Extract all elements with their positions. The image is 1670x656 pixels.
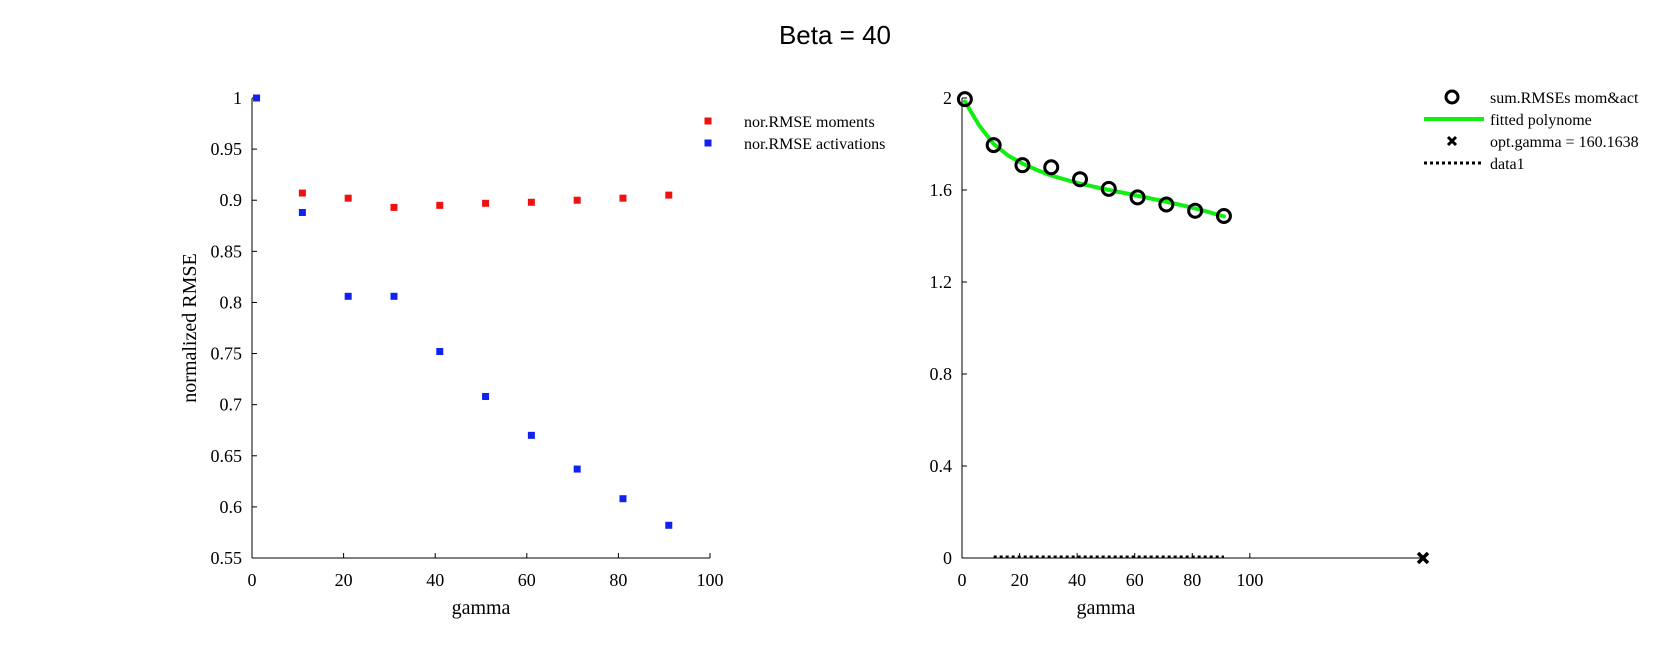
left-series-1-point [390, 292, 398, 300]
left-legend-label-1: nor.RMSE activations [744, 136, 885, 153]
right-y-tick-label: 1.2 [930, 272, 953, 292]
right-legend-label-3: data1 [1490, 156, 1525, 173]
left-x-tick-label: 80 [609, 570, 627, 590]
left-series-0-point [573, 196, 581, 204]
right-sum-rmse-point [1072, 171, 1089, 188]
right-y-tick-label: 0.4 [930, 456, 953, 476]
left-x-tick-label: 60 [518, 570, 536, 590]
right-legend-label-2: opt.gamma = 160.1638 [1490, 134, 1639, 151]
right-sum-rmse-point [1129, 189, 1146, 206]
left-series-0-point [665, 191, 673, 199]
right-legend-label-1: fitted polynome [1490, 112, 1592, 129]
right-x-tick-label: 80 [1183, 570, 1201, 590]
left-y-axis-label: normalized RMSE [179, 253, 201, 402]
chart-left-rmse: 0 20 40 60 80 100 0.55 0.6 0.65 0.7 0.75 0.8 0.85 0.9… [179, 88, 885, 619]
left-series-1-point [619, 495, 627, 503]
left-y-tick-label: 0.7 [220, 395, 243, 415]
left-series-1-point [436, 348, 444, 356]
left-y-tick-label: 0.55 [211, 548, 243, 568]
left-x-tick-label: 100 [697, 570, 724, 590]
left-series-1-point [344, 292, 352, 300]
left-y-tick-label: 0.75 [211, 344, 243, 364]
left-series-0-point [436, 201, 444, 209]
left-y-tick-label: 0.9 [220, 190, 243, 210]
right-y-tick-label: 0 [943, 548, 952, 568]
left-x-tick-label: 40 [426, 570, 444, 590]
right-y-tick-label: 1.6 [930, 180, 953, 200]
left-series-1-point [527, 431, 535, 439]
left-series-1-point [573, 465, 581, 473]
right-sum-rmse-point [956, 91, 973, 108]
right-sum-rmse-point [1187, 202, 1204, 219]
right-opt-gamma-marker [1416, 551, 1430, 565]
left-y-tick-label: 0.8 [220, 292, 243, 312]
right-sum-rmse-point [1100, 180, 1117, 197]
left-series-0-point [298, 189, 306, 197]
left-series-0-point [527, 198, 535, 206]
left-x-axis-label: gamma [452, 597, 511, 619]
right-fitted-polynome-line [962, 99, 1226, 219]
right-x-tick-label: 40 [1068, 570, 1086, 590]
right-sum-rmse-point [1043, 159, 1060, 176]
left-y-tick-label: 0.95 [211, 139, 243, 159]
right-sum-rmse-point [1014, 157, 1031, 174]
left-series-1-point [253, 94, 261, 102]
right-x-tick-label: 20 [1011, 570, 1029, 590]
left-legend-marker-0 [704, 117, 712, 125]
left-y-tick-label: 0.6 [220, 497, 243, 517]
left-series-1-point [298, 208, 306, 216]
right-sum-rmse-point [1215, 207, 1232, 224]
left-series-0-point [482, 199, 490, 207]
left-series-0-point [344, 194, 352, 202]
right-legend-marker-0 [1444, 89, 1460, 105]
left-x-tick-label: 20 [335, 570, 353, 590]
right-sum-rmse-point [985, 137, 1002, 154]
left-y-tick-label: 0.85 [211, 241, 243, 261]
right-sum-rmse-point [1158, 196, 1175, 213]
chart-right-sum-rmse: 0 20 40 60 80 100 0 0.4 0.8 1.2 1.6 2 gamma sum.RMSEs… [930, 88, 1640, 619]
right-x-axis-label: gamma [1076, 597, 1135, 619]
left-legend-label-0: nor.RMSE moments [744, 114, 875, 131]
right-x-tick-label: 0 [958, 570, 967, 590]
left-legend-marker-1 [704, 139, 712, 147]
left-y-tick-label: 0.65 [211, 446, 243, 466]
left-y-tick-label: 1 [233, 88, 242, 108]
left-series-0-point [390, 203, 398, 211]
right-y-tick-label: 0.8 [930, 364, 953, 384]
right-x-tick-label: 60 [1126, 570, 1144, 590]
left-series-1-point [482, 392, 490, 400]
left-series-0-point [619, 194, 627, 202]
right-y-tick-label: 2 [943, 88, 952, 108]
right-legend-marker-2 [1446, 135, 1458, 147]
figure-title: Beta = 40 [779, 20, 891, 50]
right-x-tick-label: 100 [1236, 570, 1263, 590]
left-x-tick-label: 0 [248, 570, 257, 590]
right-legend-label-0: sum.RMSEs mom&act [1490, 90, 1639, 107]
left-series-1-point [665, 521, 673, 529]
